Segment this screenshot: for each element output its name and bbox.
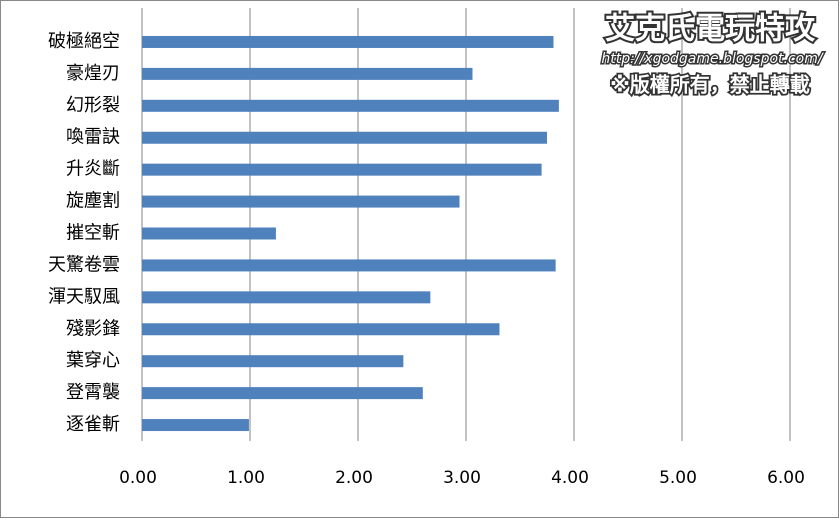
bar <box>142 195 460 208</box>
y-tick-label: 喚雷訣 <box>66 127 120 148</box>
y-tick-label: 旋塵割 <box>66 191 120 212</box>
y-tick-label: 登霄襲 <box>66 382 120 403</box>
bar <box>142 355 404 368</box>
y-tick-label: 葉穿心 <box>66 350 120 371</box>
bar <box>142 419 249 432</box>
bar <box>142 291 431 304</box>
y-tick-label: 升炎斷 <box>66 159 120 180</box>
watermark-url: http://xgodgame.blogspot.com/ <box>601 51 823 67</box>
y-tick-label: 摧空斬 <box>66 223 120 244</box>
y-tick-label: 破極絕空 <box>48 31 120 52</box>
y-tick-label: 殘影鋒 <box>66 318 120 339</box>
x-tick-label: 2.00 <box>335 468 373 488</box>
y-tick-label: 豪煌刃 <box>66 63 120 84</box>
y-tick-label: 幻形裂 <box>66 95 120 116</box>
x-tick-label: 4.00 <box>551 468 589 488</box>
x-tick-label: 6.00 <box>767 468 805 488</box>
bar <box>142 99 559 112</box>
bar <box>142 227 276 240</box>
watermark-copyright: ※版權所有，禁止轉載 <box>610 73 809 97</box>
bar <box>142 35 554 48</box>
bar <box>142 259 556 272</box>
bar <box>142 131 547 144</box>
bar <box>142 163 542 176</box>
x-tick-label: 3.00 <box>443 468 481 488</box>
watermark-title: 艾克氏電玩特攻 <box>605 12 816 47</box>
bar <box>142 387 423 400</box>
x-tick-label: 0.00 <box>119 468 157 488</box>
y-tick-label: 渾天馭風 <box>48 286 120 307</box>
bar <box>142 67 473 80</box>
x-tick-label: 5.00 <box>659 468 697 488</box>
bar <box>142 323 500 336</box>
x-tick-label: 1.00 <box>227 468 265 488</box>
y-tick-label: 逐雀斬 <box>66 414 120 435</box>
y-tick-label: 天驚卷雲 <box>48 254 120 275</box>
